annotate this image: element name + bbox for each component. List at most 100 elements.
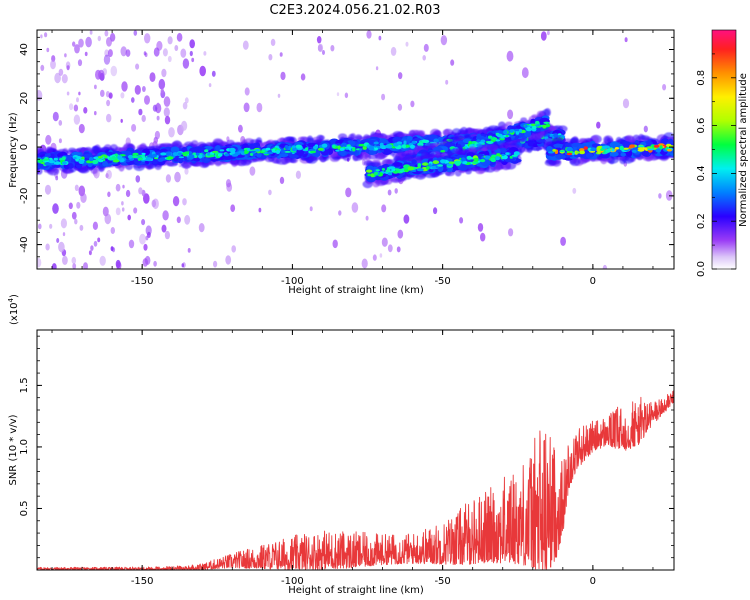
- heatmap-speckle: [596, 121, 601, 129]
- heatmap-peak: [146, 157, 152, 162]
- heatmap-speckle: [162, 210, 169, 221]
- heatmap-peak: [542, 124, 547, 129]
- heatmap-speckle: [107, 49, 113, 58]
- heatmap-speckle: [49, 223, 53, 229]
- heatmap-core: [553, 143, 563, 148]
- heatmap-peak: [440, 159, 446, 164]
- heatmap-peak: [480, 159, 486, 163]
- heatmap-peak: [525, 127, 533, 132]
- heatmap-core: [625, 149, 633, 157]
- heatmap-core: [170, 146, 180, 154]
- heatmap-speckle: [71, 256, 77, 265]
- colorbar-tick-label: 0.2: [696, 213, 707, 229]
- heatmap-core: [411, 159, 417, 165]
- heatmap-speckle: [79, 224, 84, 231]
- heatmap-peak: [160, 152, 167, 156]
- heatmap-speckle: [72, 41, 76, 47]
- heatmap-speckle: [94, 111, 97, 116]
- heatmap-peak: [509, 129, 514, 133]
- heatmap-speckle: [410, 100, 415, 108]
- heatmap-speckle: [102, 206, 109, 217]
- heatmap-speckle: [168, 127, 175, 138]
- heatmap-speckle: [164, 230, 170, 240]
- heatmap-peak: [375, 169, 380, 172]
- heatmap-speckle: [336, 92, 340, 97]
- heatmap-speckle: [156, 115, 160, 121]
- heatmap-speckle: [120, 92, 125, 99]
- heatmap-peak: [432, 160, 440, 165]
- heatmap-peak: [359, 148, 363, 151]
- heatmap-speckle: [61, 74, 68, 84]
- heatmap-speckle: [94, 84, 97, 90]
- heatmap-peak: [388, 166, 396, 170]
- heatmap-peak: [88, 157, 94, 162]
- heatmap-peak: [590, 147, 596, 152]
- heatmap-core: [392, 162, 403, 167]
- heatmap-speckle: [433, 207, 438, 215]
- heatmap-speckle: [231, 245, 236, 253]
- heatmap-peak: [505, 134, 509, 138]
- heatmap-speckle: [107, 191, 111, 198]
- heatmap-peak: [237, 150, 245, 153]
- heatmap-speckle: [658, 193, 662, 199]
- heatmap-speckle: [133, 207, 138, 214]
- heatmap-speckle: [74, 218, 78, 225]
- heatmap-speckle: [243, 102, 250, 113]
- heatmap-speckle: [131, 124, 137, 132]
- heatmap-speckle: [125, 49, 131, 57]
- heatmap-peak: [638, 145, 645, 148]
- heatmap-peak: [622, 147, 629, 150]
- heatmap-peak: [426, 166, 430, 170]
- heatmap-speckle: [379, 253, 383, 258]
- heatmap-halo: [281, 156, 289, 165]
- heatmap-core: [177, 157, 184, 164]
- heatmap-peak: [491, 137, 498, 141]
- heatmap-speckle: [225, 255, 232, 265]
- heatmap-peak: [381, 168, 385, 171]
- heatmap-core: [585, 152, 594, 159]
- heatmap-speckle: [198, 223, 205, 233]
- heatmap-speckle: [445, 79, 449, 85]
- heatmap-speckle: [161, 68, 167, 78]
- heatmap-speckle: [106, 113, 112, 123]
- heatmap-peak: [454, 160, 462, 165]
- heatmap-peak: [484, 155, 491, 160]
- heatmap-speckle: [144, 33, 151, 44]
- heatmap-core: [215, 145, 221, 151]
- heatmap-peak: [204, 149, 209, 153]
- heatmap-halo: [98, 166, 105, 173]
- heatmap-speckle: [560, 236, 566, 246]
- heatmap-speckle: [138, 108, 143, 116]
- heatmap-halo: [488, 144, 499, 152]
- heatmap-speckle: [52, 111, 59, 122]
- heatmap-speckle: [58, 241, 65, 253]
- heatmap-core: [620, 152, 626, 157]
- heatmap-peak: [605, 148, 611, 153]
- heatmap-speckle: [279, 176, 285, 184]
- heatmap-peak: [496, 153, 501, 157]
- heatmap-speckle: [69, 103, 74, 111]
- heatmap-speckle: [45, 134, 52, 145]
- snr-xtick-label: -50: [434, 576, 450, 587]
- heatmap-peak: [392, 170, 399, 174]
- heatmap-peak: [407, 166, 414, 171]
- heatmap-speckle: [338, 210, 342, 216]
- heatmap-peak: [352, 147, 356, 152]
- heatmap-speckle: [572, 187, 577, 194]
- heatmap-halo: [459, 126, 468, 136]
- heatmap-speckle: [110, 246, 114, 252]
- heatmap-peak: [310, 150, 316, 154]
- heatmap-peak: [188, 151, 192, 155]
- heatmap-peak: [230, 150, 236, 155]
- spectrogram-ytick-label: 0: [19, 144, 30, 150]
- heatmap-speckle: [56, 238, 60, 243]
- heatmap-speckle: [398, 72, 403, 80]
- heatmap-peak: [566, 152, 573, 156]
- heatmap-peak: [53, 157, 58, 161]
- heatmap-speckle: [161, 224, 167, 233]
- heatmap-peak: [181, 152, 189, 155]
- colorbar: 0.00.20.40.60.8 Normalized spectral ampl…: [696, 29, 749, 277]
- heatmap-speckle: [122, 184, 125, 189]
- heatmap-peak: [473, 157, 479, 162]
- heatmap-peak: [579, 150, 585, 155]
